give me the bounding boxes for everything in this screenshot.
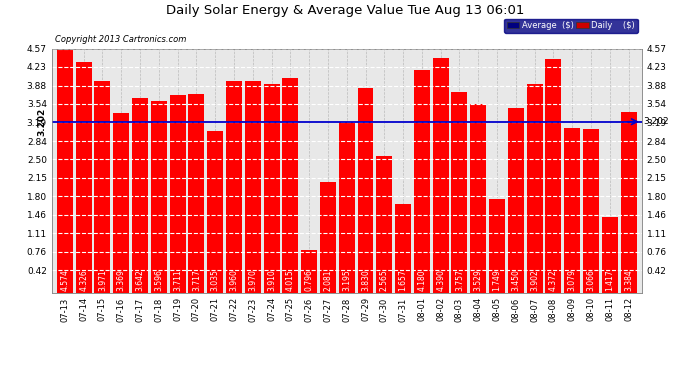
Bar — [76, 62, 92, 292]
Bar — [526, 84, 542, 292]
Text: 3.035: 3.035 — [210, 270, 219, 291]
Bar — [95, 81, 110, 292]
Text: 3.960: 3.960 — [230, 270, 239, 291]
Bar — [132, 98, 148, 292]
Text: 3.971: 3.971 — [98, 270, 107, 291]
Text: 1.417: 1.417 — [605, 270, 614, 291]
Text: 4.180: 4.180 — [417, 270, 426, 291]
Bar — [545, 59, 562, 292]
Text: 3.830: 3.830 — [361, 270, 370, 291]
Bar — [508, 108, 524, 292]
Bar — [489, 199, 505, 292]
Bar — [414, 69, 430, 292]
Text: Daily Solar Energy & Average Value Tue Aug 13 06:01: Daily Solar Energy & Average Value Tue A… — [166, 4, 524, 17]
Bar — [301, 250, 317, 292]
Text: 3.195: 3.195 — [342, 270, 351, 291]
Text: 3.970: 3.970 — [248, 270, 257, 291]
Bar — [264, 84, 279, 292]
Bar — [564, 128, 580, 292]
Text: 3.202: 3.202 — [644, 117, 669, 126]
Bar — [583, 129, 599, 292]
Text: 3.450: 3.450 — [511, 270, 520, 291]
Bar — [602, 217, 618, 292]
Text: 4.372: 4.372 — [549, 270, 558, 291]
Text: 3.642: 3.642 — [135, 270, 144, 291]
Text: 4.015: 4.015 — [286, 270, 295, 291]
Text: 4.390: 4.390 — [436, 270, 445, 291]
Text: 3.910: 3.910 — [267, 270, 276, 291]
Bar — [207, 130, 223, 292]
Text: 3.902: 3.902 — [530, 270, 539, 291]
Text: 3.384: 3.384 — [624, 270, 633, 291]
Text: 3.369: 3.369 — [117, 270, 126, 291]
Text: 3.079: 3.079 — [568, 270, 577, 291]
Text: Copyright 2013 Cartronics.com: Copyright 2013 Cartronics.com — [55, 35, 186, 44]
Bar — [282, 78, 298, 292]
Text: 3.529: 3.529 — [474, 270, 483, 291]
Text: 2.081: 2.081 — [324, 270, 333, 291]
Text: 3.596: 3.596 — [155, 270, 164, 291]
Bar — [113, 113, 129, 292]
Text: 4.326: 4.326 — [79, 270, 88, 291]
Text: 1.657: 1.657 — [399, 270, 408, 291]
Bar — [357, 88, 373, 292]
Text: 4.574: 4.574 — [61, 270, 70, 291]
Text: 3.717: 3.717 — [192, 270, 201, 291]
Bar — [57, 48, 73, 292]
Text: 3.202: 3.202 — [38, 108, 47, 136]
Bar — [433, 58, 448, 292]
Bar — [339, 122, 355, 292]
Bar — [395, 204, 411, 292]
Bar — [376, 156, 393, 292]
Bar — [245, 81, 261, 292]
Text: 3.757: 3.757 — [455, 270, 464, 291]
Text: 0.796: 0.796 — [305, 270, 314, 291]
Bar — [170, 94, 186, 292]
Bar — [320, 182, 336, 292]
Text: 3.711: 3.711 — [173, 270, 182, 291]
Bar — [620, 112, 637, 292]
Legend: Average  ($), Daily    ($): Average ($), Daily ($) — [504, 19, 638, 33]
Text: 2.565: 2.565 — [380, 270, 388, 291]
Text: 3.066: 3.066 — [586, 270, 595, 291]
Bar — [451, 92, 467, 292]
Bar — [151, 101, 167, 292]
Text: 1.749: 1.749 — [493, 270, 502, 291]
Bar — [188, 94, 204, 292]
Bar — [226, 81, 242, 292]
Bar — [471, 104, 486, 292]
